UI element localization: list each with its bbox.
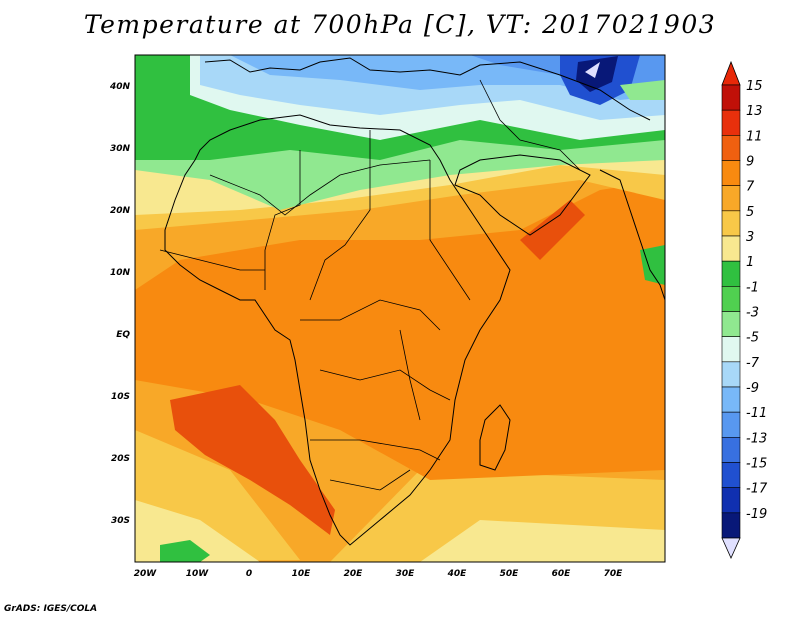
temp-spot-east-green bbox=[640, 245, 665, 285]
colorbar-box bbox=[721, 311, 741, 337]
colorbar-box bbox=[721, 286, 741, 312]
border-east bbox=[399, 329, 421, 421]
colorbar-label: -3 bbox=[746, 306, 759, 321]
lat-label: 40N bbox=[109, 82, 131, 92]
colorbar-label: 13 bbox=[746, 104, 763, 119]
lon-label: 40E bbox=[447, 569, 468, 579]
colorbar-bottom-arrow bbox=[721, 537, 741, 559]
lat-label: 20S bbox=[111, 454, 130, 464]
temp-spot-northeast-green bbox=[620, 80, 665, 100]
colorbar-top-arrow bbox=[721, 60, 741, 86]
colorbar-box bbox=[721, 160, 741, 186]
map-title: Temperature at 700hPa [C], VT: 201702190… bbox=[83, 10, 717, 39]
longitude-axis: 20W 10W 0 10E 20E 30E 40E 50E 60E 70E bbox=[134, 569, 623, 579]
colorbar-label: 5 bbox=[746, 205, 754, 220]
colorbar-label: -5 bbox=[746, 331, 759, 346]
lat-label: 10N bbox=[110, 268, 131, 278]
lon-label: 20W bbox=[134, 569, 158, 579]
border-sahara bbox=[209, 159, 431, 216]
temp-band-southeast-pale bbox=[420, 520, 665, 562]
lon-label: 30E bbox=[396, 569, 416, 579]
colorbar-label: -19 bbox=[746, 507, 767, 522]
lon-label: 50E bbox=[500, 569, 520, 579]
colorbar-box bbox=[721, 361, 741, 388]
colorbar-label: -15 bbox=[746, 457, 767, 472]
temp-band-coldest bbox=[576, 56, 618, 92]
colorbar-box bbox=[721, 437, 741, 463]
colorbar-box bbox=[721, 512, 741, 539]
colorbar: 15 13 11 9 7 5 3 1 -1 -3 -5 -7 -9 -11 -13 -15 -17 -19 bbox=[721, 60, 768, 559]
border-south-central bbox=[319, 369, 451, 401]
credit-text: GrADS: IGES/COLA bbox=[4, 604, 98, 614]
map-frame bbox=[134, 54, 666, 563]
temp-spot-below-range bbox=[585, 62, 600, 78]
colorbar-label: -1 bbox=[746, 280, 759, 295]
coastline-africa bbox=[164, 114, 511, 546]
lon-label: 60E bbox=[552, 569, 572, 579]
border-west bbox=[264, 150, 301, 290]
coastlines bbox=[164, 57, 665, 546]
colorbar-label: 15 bbox=[746, 79, 763, 94]
colorbar-label: -13 bbox=[746, 431, 767, 446]
colorbar-box bbox=[721, 185, 741, 212]
coastline-india bbox=[599, 169, 665, 301]
country-borders bbox=[159, 79, 581, 491]
colorbar-labels: 15 13 11 9 7 5 3 1 -1 -3 -5 -7 -9 -11 -13 -15 -17 -19 bbox=[746, 79, 768, 522]
lat-label: 20N bbox=[110, 206, 131, 216]
border-central bbox=[309, 130, 371, 301]
colorbar-label: 3 bbox=[746, 230, 754, 245]
lon-label: 10W bbox=[186, 569, 210, 579]
temp-spot-southwest-green bbox=[160, 540, 210, 562]
border-equatorial bbox=[300, 299, 441, 331]
coastline-europe bbox=[204, 57, 651, 121]
lon-label: 0 bbox=[246, 569, 252, 579]
border-sudan bbox=[429, 160, 471, 301]
lat-label: 30N bbox=[110, 144, 131, 154]
colorbar-box bbox=[721, 336, 741, 363]
colorbar-box bbox=[721, 411, 741, 438]
colorbar-label: 9 bbox=[746, 155, 754, 170]
temp-hot-arabian bbox=[520, 200, 585, 260]
lon-label: 70E bbox=[604, 569, 624, 579]
colorbar-label: -9 bbox=[746, 381, 759, 396]
colorbar-box bbox=[721, 260, 741, 287]
colorbar-box bbox=[721, 84, 741, 111]
lat-label: 10S bbox=[111, 392, 130, 402]
colorbar-box bbox=[721, 235, 741, 262]
latitude-axis: 40N 30N 20N 10N EQ 10S 20S 30S bbox=[109, 82, 131, 526]
border-middle-east bbox=[479, 79, 581, 171]
border-west-africa bbox=[159, 249, 265, 271]
lon-label: 10E bbox=[292, 569, 312, 579]
colorbar-label: -7 bbox=[746, 356, 760, 371]
colorbar-label: -17 bbox=[746, 482, 768, 497]
border-southern bbox=[310, 439, 441, 461]
temp-hot-streak bbox=[170, 385, 335, 535]
lat-label: 30S bbox=[111, 516, 130, 526]
coastline-arabia bbox=[454, 154, 591, 236]
colorbar-label: 11 bbox=[746, 129, 763, 144]
colorbar-label: 7 bbox=[746, 180, 755, 195]
colorbar-box bbox=[721, 109, 741, 136]
map-panel bbox=[134, 54, 666, 563]
colorbar-box bbox=[721, 462, 741, 488]
colorbar-label: -11 bbox=[746, 406, 767, 421]
colorbar-box bbox=[721, 135, 741, 161]
coastline-madagascar bbox=[479, 404, 511, 471]
border-south bbox=[329, 469, 411, 491]
colorbar-box bbox=[721, 210, 741, 237]
colorbar-label: 1 bbox=[746, 255, 754, 270]
lon-label: 20E bbox=[344, 569, 364, 579]
colorbar-box bbox=[721, 487, 741, 514]
colorbar-box bbox=[721, 386, 741, 413]
lat-label: EQ bbox=[116, 330, 130, 340]
colorbar-boxes bbox=[721, 84, 741, 539]
